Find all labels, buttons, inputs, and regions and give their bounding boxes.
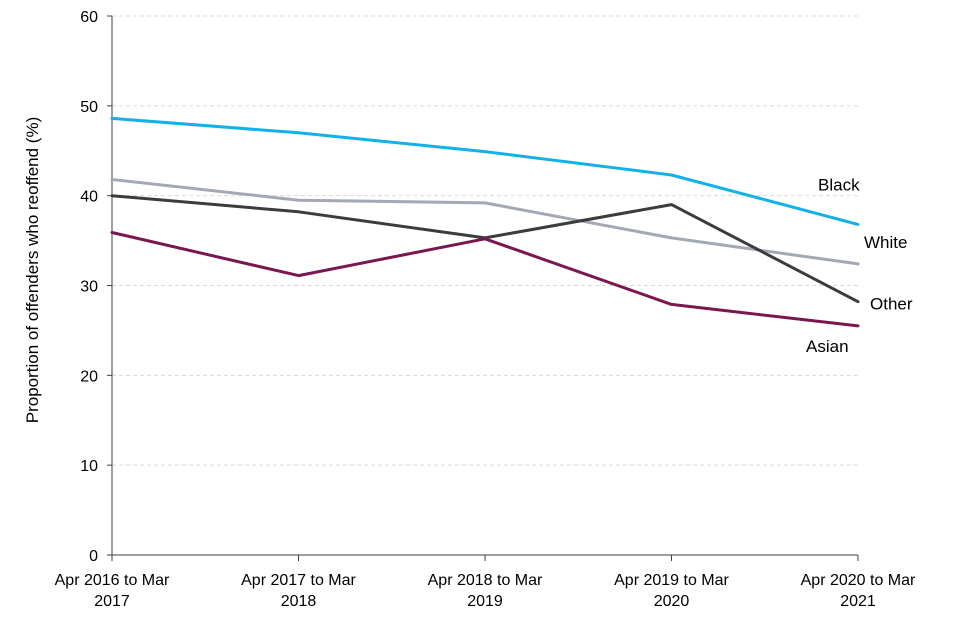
series-label-black: Black bbox=[818, 175, 860, 194]
series-label-white: White bbox=[864, 233, 907, 252]
x-tick-label: Apr 2016 to Mar 2017 bbox=[55, 572, 170, 610]
x-tick-label: Apr 2019 to Mar 2020 bbox=[614, 572, 729, 610]
x-tick-label: Apr 2020 to Mar 2021 bbox=[801, 572, 916, 610]
series-line-white bbox=[110, 178, 860, 266]
axes: 0 10 20 30 40 50 60 Apr 2016 to Mar 2017 Apr 2017… bbox=[55, 9, 916, 610]
y-axis-title: Proportion of offenders who reoffend (%) bbox=[23, 117, 42, 424]
gridlines bbox=[112, 15, 858, 466]
series-line-asian bbox=[110, 231, 860, 328]
y-tick-label: 10 bbox=[80, 458, 98, 475]
x-tick-label: Apr 2018 to Mar 2019 bbox=[428, 572, 543, 610]
y-tick-label: 50 bbox=[80, 99, 98, 116]
y-tick-label: 60 bbox=[80, 9, 98, 26]
y-tick-label: 20 bbox=[80, 368, 98, 385]
y-tick-label: 40 bbox=[80, 189, 98, 206]
series-lines bbox=[110, 116, 860, 328]
series-label-asian: Asian bbox=[806, 337, 849, 356]
y-tick-label: 0 bbox=[89, 548, 98, 565]
x-tick-label: Apr 2017 to Mar 2018 bbox=[241, 572, 356, 610]
series-labels: Black White Other Asian bbox=[806, 175, 913, 356]
series-line-black bbox=[110, 116, 860, 226]
y-tick-label: 30 bbox=[80, 279, 98, 296]
series-label-other: Other bbox=[870, 295, 913, 314]
